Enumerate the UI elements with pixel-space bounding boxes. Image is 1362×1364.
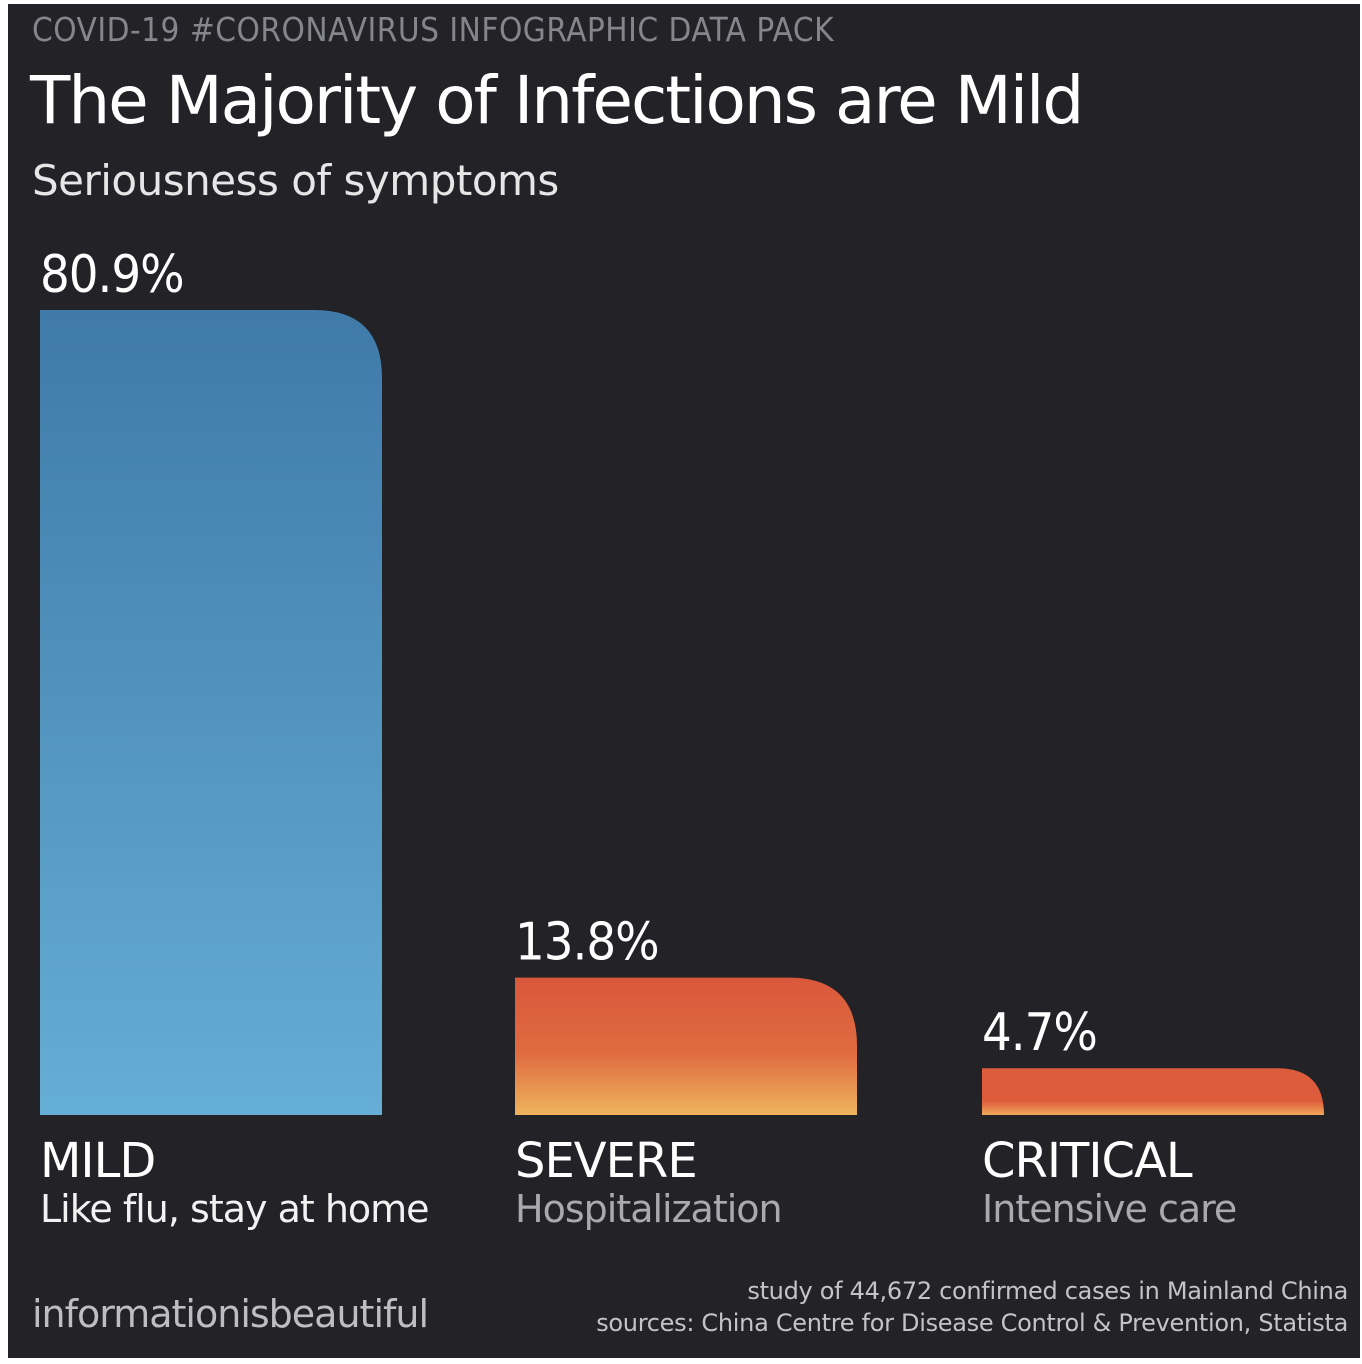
description-mild: Like flu, stay at home [40, 1187, 429, 1231]
category-label-mild: MILD [40, 1133, 155, 1189]
bar-severe [515, 977, 857, 1115]
category-label-severe: SEVERE [515, 1133, 697, 1189]
value-label-severe: 13.8% [515, 913, 659, 973]
data-pack-label: COVID-19 #CORONAVIRUS INFOGRAPHIC DATA P… [32, 10, 835, 49]
category-label-critical: CRITICAL [982, 1133, 1193, 1189]
bar-mild [40, 310, 382, 1115]
description-severe: Hospitalization [515, 1187, 782, 1231]
description-critical: Intensive care [982, 1187, 1236, 1231]
chart-title: The Majority of Infections are Mild [30, 62, 1084, 139]
sources-note: sources: China Centre for Disease Contro… [596, 1309, 1348, 1337]
study-note: study of 44,672 confirmed cases in Mainl… [747, 1277, 1348, 1305]
value-label-critical: 4.7% [982, 1003, 1097, 1063]
chart-subtitle: Seriousness of symptoms [32, 156, 559, 205]
value-label-mild: 80.9% [40, 245, 184, 305]
bar-critical [982, 1068, 1324, 1115]
brand-logo-text: informationisbeautiful [32, 1292, 429, 1336]
